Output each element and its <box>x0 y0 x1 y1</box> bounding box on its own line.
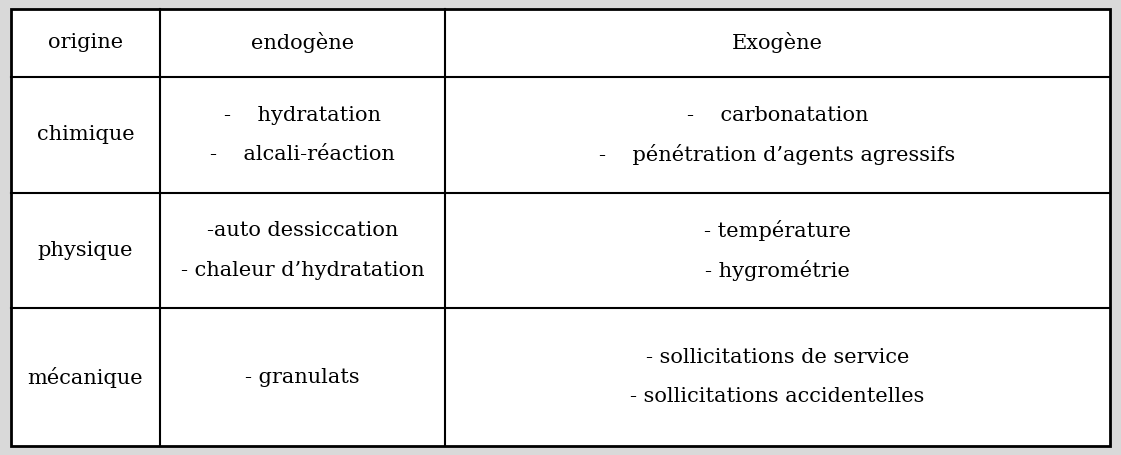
Text: -    carbonatation: - carbonatation <box>687 106 869 125</box>
Text: - température: - température <box>704 220 851 241</box>
Text: endogène: endogène <box>251 32 354 53</box>
Text: -auto dessiccation: -auto dessiccation <box>206 221 398 240</box>
Text: - hygrométrie: - hygrométrie <box>705 260 850 281</box>
Text: - sollicitations accidentelles: - sollicitations accidentelles <box>630 387 925 406</box>
Text: - sollicitations de service: - sollicitations de service <box>646 348 909 367</box>
Text: -    hydratation: - hydratation <box>224 106 381 125</box>
Text: origine: origine <box>48 34 123 52</box>
Text: -    pénétration d’agents agressifs: - pénétration d’agents agressifs <box>600 144 955 165</box>
Text: mécanique: mécanique <box>28 367 143 388</box>
Text: -    alcali-réaction: - alcali-réaction <box>210 145 395 164</box>
Text: - granulats: - granulats <box>245 368 360 387</box>
Text: chimique: chimique <box>37 125 135 144</box>
Text: physique: physique <box>38 241 133 260</box>
Text: - chaleur d’hydratation: - chaleur d’hydratation <box>180 261 424 279</box>
Text: Exogène: Exogène <box>732 32 823 53</box>
